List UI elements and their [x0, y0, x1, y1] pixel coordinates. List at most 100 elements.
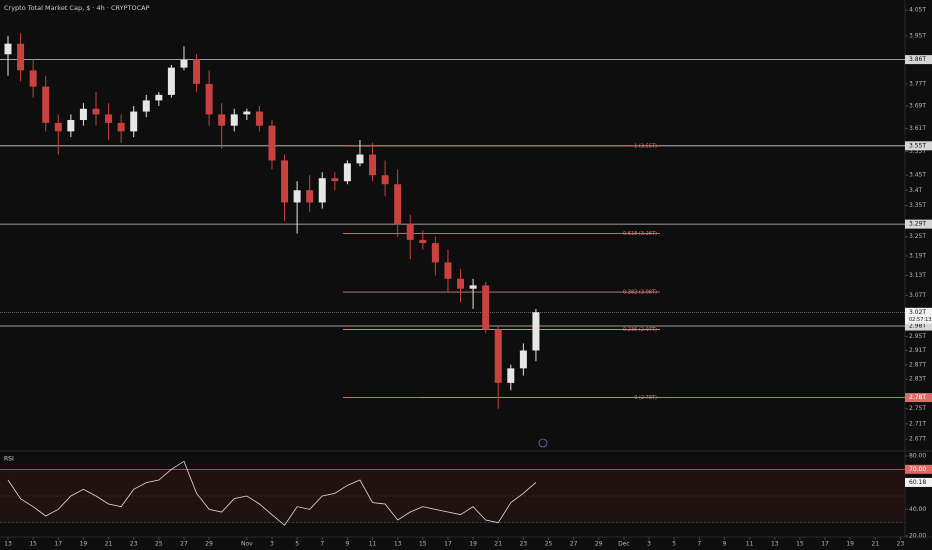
x-tick-label: 23	[130, 541, 138, 548]
x-tick-label: 3	[647, 541, 651, 548]
y-tick-label: 2.75T	[909, 405, 926, 412]
y-tick-label: 3.77T	[909, 80, 926, 87]
candle-body	[67, 120, 75, 132]
x-tick-label: 13	[394, 541, 402, 548]
x-tick-label: 25	[155, 541, 163, 548]
candle-body	[230, 114, 238, 126]
x-tick-label: Nov	[241, 541, 253, 548]
current-price-label: 3.02T	[909, 309, 926, 316]
level-box	[905, 141, 932, 151]
x-tick-label: 15	[29, 541, 37, 548]
x-tick-label: 29	[205, 541, 213, 548]
current-price-box	[905, 307, 932, 324]
rsi-tick-label: 20.00	[909, 533, 926, 540]
fib-label: 0.236 (2.97T)	[623, 327, 657, 333]
x-tick-label: 23	[897, 541, 905, 548]
candle-body	[381, 175, 389, 185]
candle-body	[155, 94, 163, 101]
candle-body	[431, 243, 439, 263]
candle-body	[167, 67, 175, 95]
x-tick-label: 19	[846, 541, 854, 548]
candle-body	[293, 190, 301, 203]
rsi-tick-label: 40.00	[909, 506, 926, 513]
candle-body	[306, 190, 314, 203]
candle-body	[444, 262, 452, 279]
x-tick-label: 19	[469, 541, 477, 548]
candle-body	[318, 178, 326, 203]
candle-body	[117, 122, 125, 132]
x-tick-label: 3	[270, 541, 274, 548]
x-tick-label: 17	[821, 541, 829, 548]
y-tick-label: 3.45T	[909, 172, 926, 179]
y-tick-label: 2.71T	[909, 420, 926, 427]
x-tick-label: 21	[494, 541, 502, 548]
x-tick-label: Dec	[618, 541, 630, 548]
rsi-current-label: 60.18	[909, 479, 926, 486]
y-tick-label: 3.25T	[909, 233, 926, 240]
x-tick-label: 21	[872, 541, 880, 548]
level-box	[905, 55, 932, 65]
candle-body	[457, 278, 465, 289]
level-box	[905, 321, 932, 331]
y-tick-label: 3.19T	[909, 252, 926, 259]
x-tick-label: 11	[369, 541, 377, 548]
x-tick-label: 11	[746, 541, 754, 548]
fib-label: 0.618 (3.26T)	[623, 231, 657, 237]
y-tick-label: 3.35T	[909, 202, 926, 209]
candle-body	[507, 368, 515, 383]
y-tick-label: 3.53T	[909, 148, 926, 155]
rsi-line	[7, 460, 537, 526]
candle-body	[469, 285, 477, 289]
candle-body	[331, 178, 339, 182]
candle-body	[494, 329, 502, 383]
fib-label: 1 (3.55T)	[634, 143, 657, 149]
x-tick-label: 7	[320, 541, 324, 548]
level-box	[905, 219, 932, 229]
candle-body	[218, 114, 226, 126]
x-tick-label: 15	[796, 541, 804, 548]
x-tick-label: 27	[180, 541, 188, 548]
x-tick-label: 5	[672, 541, 676, 548]
rsi-current-box	[905, 477, 932, 487]
x-tick-label: 9	[723, 541, 727, 548]
x-tick-label: 19	[80, 541, 88, 548]
candle-body	[369, 154, 377, 176]
rsi-upper-box	[905, 464, 932, 474]
rsi-title: RSI	[4, 456, 14, 463]
y-tick-label: 2.95T	[909, 333, 926, 340]
event-icon[interactable]	[538, 438, 548, 448]
candle-body	[17, 43, 25, 71]
level-label: 2.98T	[909, 323, 926, 330]
x-tick-label: 5	[295, 541, 299, 548]
fib-label: 0 (2.78T)	[634, 395, 657, 401]
rsi-upper-label: 70.00	[909, 466, 926, 473]
y-tick-label: 3.4T	[909, 187, 923, 194]
candle-body	[394, 184, 402, 225]
y-tick-label: 3.13T	[909, 272, 926, 279]
y-tick-label: 2.87T	[909, 361, 926, 368]
chart-title: Crypto Total Market Cap, $ · 4h · CRYPTO…	[4, 4, 150, 12]
y-tick-label: 3.61T	[909, 125, 926, 132]
x-tick-label: 15	[419, 541, 427, 548]
x-tick-label: 27	[570, 541, 578, 548]
candle-body	[54, 122, 62, 132]
candle-body	[356, 154, 364, 164]
candle-body	[180, 59, 188, 68]
candle-body	[532, 312, 540, 351]
candle-body	[343, 163, 351, 182]
x-tick-label: 21	[105, 541, 113, 548]
y-tick-label: 2.91T	[909, 347, 926, 354]
y-tick-label: 2.67T	[909, 436, 926, 443]
level-label: 3.86T	[909, 56, 926, 63]
support-box	[905, 393, 932, 403]
candle-body	[205, 83, 213, 115]
candle-body	[105, 114, 113, 123]
candle-body	[4, 43, 12, 55]
candle-body	[281, 160, 289, 203]
candle-body	[482, 285, 490, 330]
x-tick-label: 29	[595, 541, 603, 548]
candle-body	[193, 59, 201, 84]
x-tick-label: 17	[444, 541, 452, 548]
